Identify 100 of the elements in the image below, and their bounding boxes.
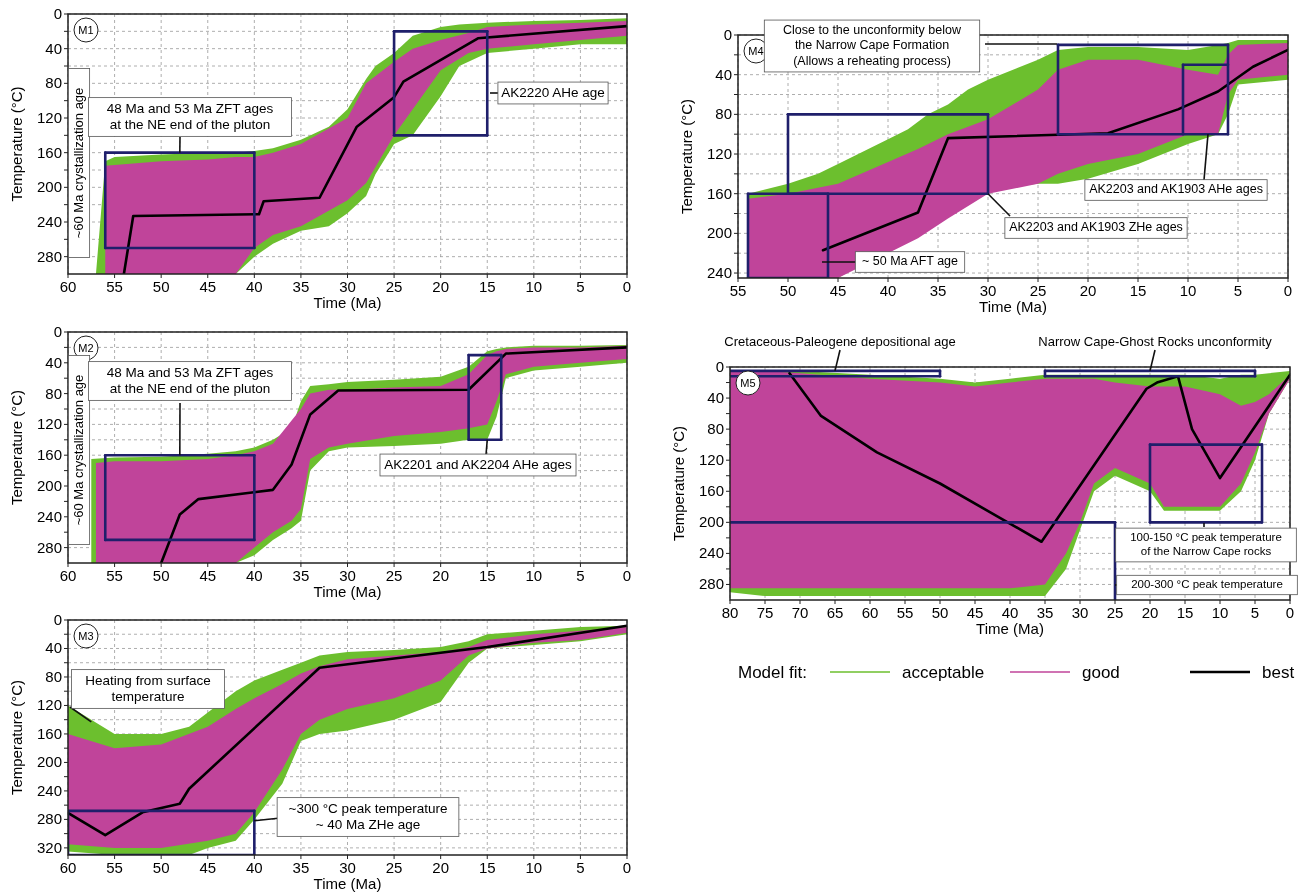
x-tick-label: 0 [622, 278, 632, 295]
text-callout: ~ 50 Ma AFT age [821, 251, 966, 273]
y-tick-label: 0 [53, 5, 62, 22]
text-callout: AK2203 and AK1903 AHe ages [1084, 133, 1268, 201]
x-tick-label: 55 [106, 567, 123, 584]
x-axis-title: Time (Ma) [976, 620, 1044, 637]
y-tick-label: 40 [45, 639, 62, 657]
x-tick-label: 35 [292, 278, 310, 295]
y-axis-title: Temperature (°C) [678, 98, 695, 215]
legend-label: best [1262, 663, 1295, 682]
x-tick-label: 25 [1106, 604, 1124, 621]
x-tick-label: 0 [1283, 282, 1293, 299]
annotation: 48 Ma and 53 Ma ZFT ages at the NE end of the pluton [106, 100, 274, 133]
y-tick-label: 80 [45, 667, 62, 685]
x-tick-label: 60 [59, 567, 77, 584]
y-axis-title: Temperature (°C) [670, 425, 687, 542]
x-tick-label: 40 [245, 859, 263, 876]
annotation: AK2201 and AK2204 AHe ages [384, 456, 573, 472]
x-tick-label: 10 [525, 278, 543, 295]
x-tick-label: 5 [1233, 282, 1243, 299]
x-axis-title: Time (Ma) [313, 583, 382, 600]
x-tick-label: 65 [826, 604, 844, 621]
x-tick-label: 25 [385, 567, 403, 584]
text: M1 [78, 24, 94, 36]
y-tick-label: 40 [45, 353, 62, 371]
x-tick-label: 70 [791, 604, 809, 621]
y-tick-label: 80 [715, 105, 732, 123]
y-tick-label: 200 [698, 513, 724, 531]
x-tick-label: 55 [106, 859, 123, 876]
text-callout: 200-300 °C peak temperature [1114, 574, 1298, 596]
y-tick-label: 280 [698, 575, 724, 593]
x-tick-label: 10 [525, 859, 543, 876]
y-tick-label: 280 [36, 247, 62, 265]
x-tick-label: 25 [1029, 282, 1047, 299]
legend-label: good [1082, 663, 1120, 682]
x-tick-label: 15 [1176, 604, 1194, 621]
x-tick-label: 5 [576, 567, 585, 584]
x-tick-label: 50 [152, 859, 170, 876]
text-callout: Narrow Cape-Ghost Rocks unconformity [1038, 333, 1272, 372]
text-callout: AK2220 AHe age [489, 81, 609, 105]
y-tick-label: 160 [36, 446, 62, 464]
annotation: ~300 °C peak temperature ~ 40 Ma ZHe age [288, 800, 448, 833]
x-tick-label: 45 [199, 859, 217, 876]
x-tick-label: 30 [339, 567, 356, 584]
y-axis-title: Temperature (°C) [8, 86, 25, 202]
text-callout: Close to the unconformity below the Narrow Cape Formation (Allows a reheating process) [763, 19, 1058, 73]
x-tick-label: 75 [756, 604, 774, 621]
x-tick-label: 45 [199, 567, 217, 584]
x-tick-label: 25 [385, 278, 403, 295]
y-tick-label: 240 [36, 507, 62, 525]
legend-title: Model fit: [738, 663, 807, 682]
x-tick-label: 45 [199, 278, 217, 295]
y-tick-label: 240 [698, 544, 724, 562]
y-tick-label: 280 [36, 538, 62, 556]
y-tick-label: 280 [36, 810, 62, 828]
x-tick-label: 5 [1250, 604, 1260, 621]
x-tick-label: 25 [385, 859, 403, 876]
x-tick-label: 40 [245, 567, 263, 584]
text: M5 [740, 377, 756, 389]
x-tick-label: 20 [1079, 282, 1097, 299]
x-tick-label: 30 [339, 278, 356, 295]
x-tick-label: 45 [966, 604, 984, 621]
x-tick-label: 20 [432, 567, 450, 584]
x-tick-label: 40 [1001, 604, 1019, 621]
x-tick-label: 30 [339, 859, 356, 876]
x-tick-label: 50 [931, 604, 949, 621]
text-callout: AK2203 and AK1903 ZHe ages [987, 192, 1188, 239]
y-tick-label: 80 [707, 420, 724, 438]
y-axis-title: Temperature (°C) [8, 389, 25, 506]
x-tick-label: 20 [432, 278, 450, 295]
text-callout: 100-150 °C peak temperature of the Narrow Cape rocks [1115, 522, 1297, 563]
x-axis-title: Time (Ma) [313, 875, 382, 892]
y-tick-label: 160 [698, 482, 724, 500]
y-tick-label: 0 [723, 26, 732, 43]
annotation: AK2220 AHe age [501, 84, 605, 100]
x-tick-label: 10 [525, 567, 543, 584]
x-tick-label: 60 [59, 859, 77, 876]
x-tick-label: 5 [576, 278, 585, 295]
x-tick-label: 15 [478, 278, 496, 295]
x-tick-label: 40 [879, 282, 897, 299]
x-tick-label: 60 [861, 604, 879, 621]
annotation: 48 Ma and 53 Ma ZFT ages at the NE end of the pluton [106, 364, 274, 397]
text-callout: 48 Ma and 53 Ma ZFT ages at the NE end of the pluton [88, 361, 292, 456]
text: M4 [748, 45, 764, 57]
x-tick-label: 55 [729, 282, 747, 299]
y-tick-label: 80 [45, 74, 62, 92]
text-callout: Cretaceous-Paleogene depositional age [724, 333, 956, 372]
y-tick-label: 80 [45, 384, 62, 402]
y-tick-label: 40 [45, 39, 62, 57]
y-tick-label: 120 [36, 696, 62, 714]
y-tick-label: 160 [706, 184, 732, 202]
text: M3 [78, 630, 94, 642]
y-tick-label: 120 [36, 415, 62, 433]
y-tick-label: 0 [715, 358, 724, 375]
y-tick-label: 160 [36, 143, 62, 161]
legend-label: acceptable [902, 663, 985, 682]
annotation: ~ 50 Ma AFT age [861, 254, 959, 269]
y-tick-label: 200 [36, 178, 62, 196]
x-tick-label: 0 [1285, 604, 1295, 621]
y-tick-label: 120 [706, 145, 732, 163]
